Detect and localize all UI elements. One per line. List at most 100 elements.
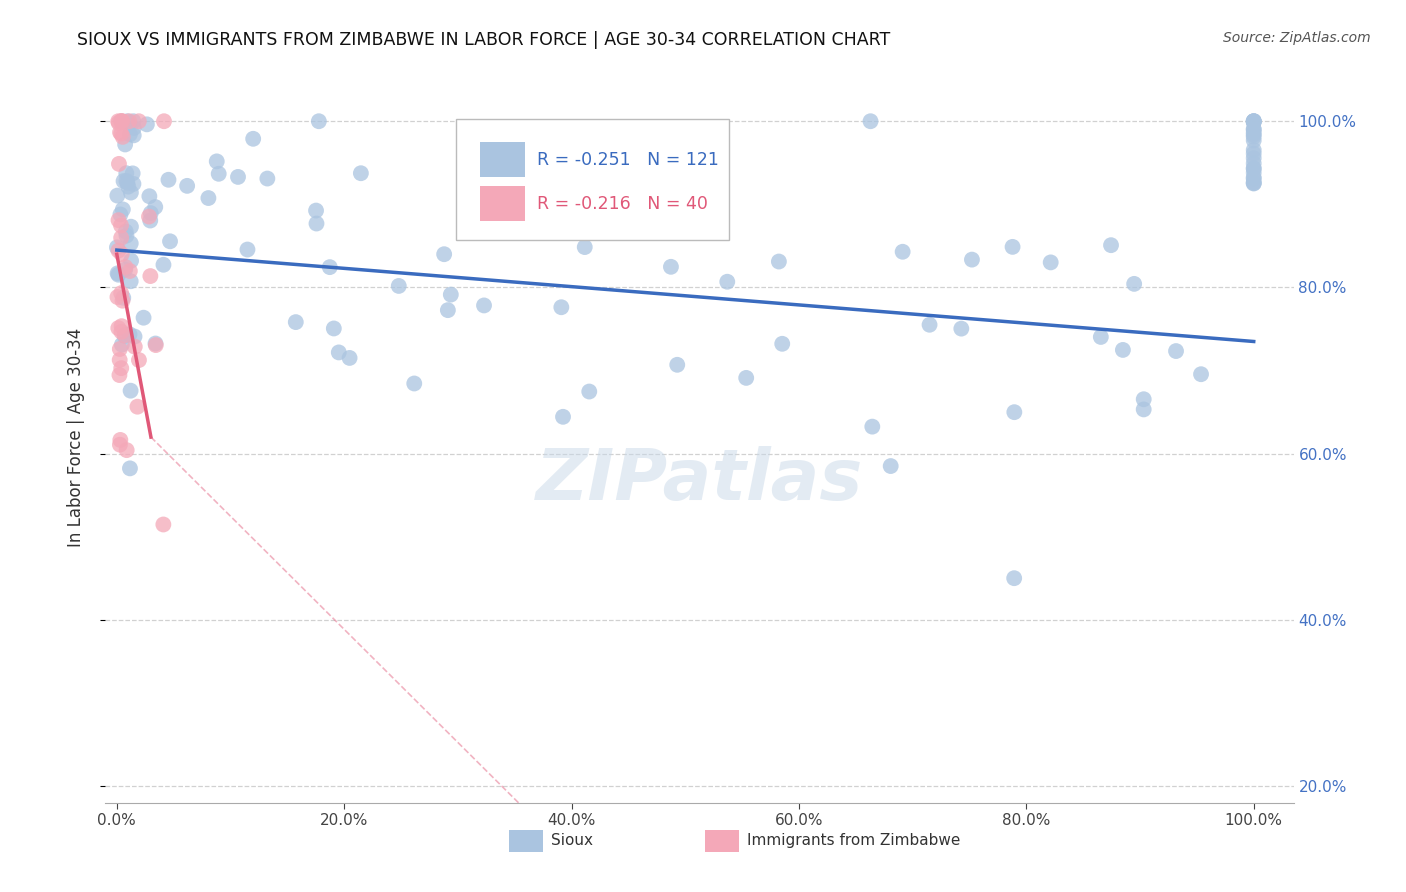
Point [1002,571,1025,585]
Bar [479,143,524,178]
Point [110,319,132,334]
Point [1243,114,1265,128]
Bar [479,186,524,221]
Point [404,376,426,391]
Point [108,353,131,368]
Point [110,433,132,447]
Point [578,384,600,399]
Point [242,132,264,146]
Point [114,262,136,277]
Point [120,274,142,288]
Point [107,114,129,128]
Point [716,275,738,289]
Bar [509,830,543,852]
Point [118,461,141,475]
Point [197,191,219,205]
Point [111,293,134,308]
Point [138,210,160,224]
Point [122,120,145,135]
Point [120,219,142,234]
Point [112,291,135,305]
Point [305,203,328,218]
Point [1243,128,1265,142]
Point [305,217,328,231]
Point [308,114,330,128]
FancyBboxPatch shape [456,119,730,240]
Point [122,128,145,143]
Point [1243,156,1265,170]
Point [111,114,134,128]
Point [107,244,129,258]
Point [118,128,141,142]
Point [437,303,460,318]
Text: Immigrants from Zimbabwe: Immigrants from Zimbabwe [747,833,960,848]
Point [111,247,134,261]
Point [350,166,373,180]
Text: Sioux: Sioux [551,833,593,848]
Point [1243,122,1265,136]
Point [1243,115,1265,129]
Point [1123,277,1146,291]
Bar [706,830,738,852]
Point [117,114,139,128]
Point [118,264,141,278]
Point [111,202,134,217]
Point [110,127,132,141]
Point [1243,176,1265,190]
Point [208,167,231,181]
Point [1243,170,1265,185]
Point [1243,177,1265,191]
Point [110,286,132,301]
Point [879,458,901,473]
Point [205,154,228,169]
Point [122,177,145,191]
Point [120,253,142,268]
Point [1243,146,1265,161]
Point [153,114,176,128]
Point [115,174,138,188]
Point [110,361,132,376]
Point [115,228,138,243]
Point [145,338,167,352]
Point [105,240,128,254]
Point [114,328,136,343]
Point [108,125,131,139]
Point [117,176,139,190]
Point [1132,402,1154,417]
Point [110,207,132,221]
Point [1243,114,1265,128]
Point [115,443,138,458]
Point [108,368,131,382]
Point [226,169,249,184]
Point [433,247,456,261]
Point [256,171,278,186]
Point [1039,255,1062,269]
Point [108,342,131,356]
Point [236,243,259,257]
Point [1002,405,1025,419]
Point [107,116,129,130]
Point [105,188,128,202]
Point [918,318,941,332]
Point [1001,240,1024,254]
Point [322,321,344,335]
Point [139,269,162,284]
Point [284,315,307,329]
Point [118,327,141,342]
Point [1243,122,1265,136]
Point [114,225,136,239]
Point [319,260,342,274]
Point [631,182,654,196]
Point [108,438,131,452]
Point [124,329,146,343]
Point [110,231,132,245]
Point [107,290,129,304]
Point [135,117,157,131]
Point [145,336,167,351]
Point [114,137,136,152]
Text: Source: ZipAtlas.com: Source: ZipAtlas.com [1223,31,1371,45]
Point [1243,114,1265,128]
Point [735,371,758,385]
Point [1243,175,1265,189]
Point [1243,171,1265,186]
